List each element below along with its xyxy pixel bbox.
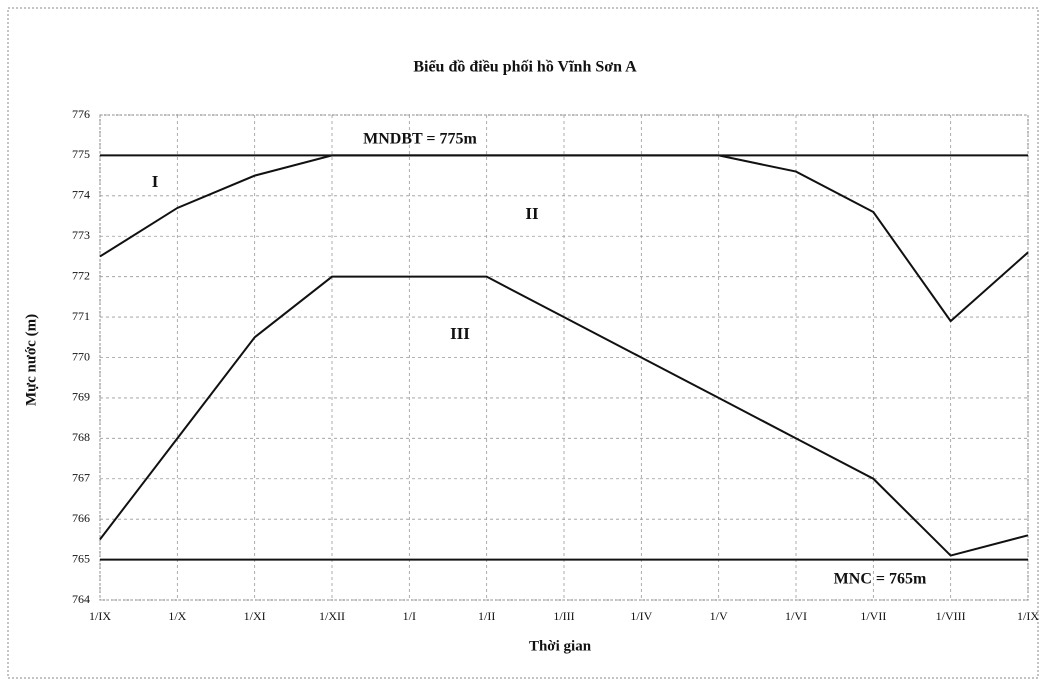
y-tick-label: 764 <box>72 592 90 606</box>
x-tick-label: 1/XI <box>244 609 266 623</box>
y-tick-label: 766 <box>72 511 90 525</box>
series-line <box>99 154 1029 323</box>
x-tick-label: 1/V <box>710 609 728 623</box>
series-line <box>99 275 1029 557</box>
x-tick-label: 1/II <box>478 609 495 623</box>
y-tick-label: 770 <box>72 349 90 363</box>
chart-title: Biểu đồ điều phối hồ Vĩnh Sơn A <box>413 59 637 76</box>
y-tick-label: 768 <box>72 430 90 444</box>
y-tick-label: 774 <box>72 188 90 202</box>
frame <box>7 7 1039 679</box>
annotation: II <box>525 204 539 223</box>
x-tick-label: 1/XII <box>319 609 345 623</box>
y-tick-label: 776 <box>72 107 90 121</box>
y-tick-label: 771 <box>72 309 90 323</box>
x-tick-label: 1/VII <box>860 609 886 623</box>
annotation: MNDBT = 775m <box>363 131 477 148</box>
x-tick-label: 1/IX <box>89 609 111 623</box>
y-tick-label: 767 <box>72 471 90 485</box>
annotation: III <box>450 324 470 343</box>
x-tick-label: 1/VI <box>785 609 807 623</box>
x-tick-label: 1/III <box>553 609 574 623</box>
x-tick-label: 1/I <box>403 609 416 623</box>
x-axis-label: Thời gian <box>529 638 592 654</box>
x-tick-label: 1/VIII <box>936 609 966 623</box>
y-axis-label: Mực nước (m) <box>23 314 39 406</box>
y-tick-label: 773 <box>72 228 90 242</box>
annotation: MNC = 765m <box>834 571 927 588</box>
y-tick-label: 775 <box>72 147 90 161</box>
x-tick-label: 1/IX <box>1017 609 1039 623</box>
x-tick-label: 1/X <box>168 609 186 623</box>
x-tick-label: 1/IV <box>630 609 652 623</box>
y-tick-label: 772 <box>72 268 90 282</box>
y-tick-label: 765 <box>72 551 90 565</box>
annotation: I <box>152 172 159 191</box>
y-tick-label: 769 <box>72 390 90 404</box>
